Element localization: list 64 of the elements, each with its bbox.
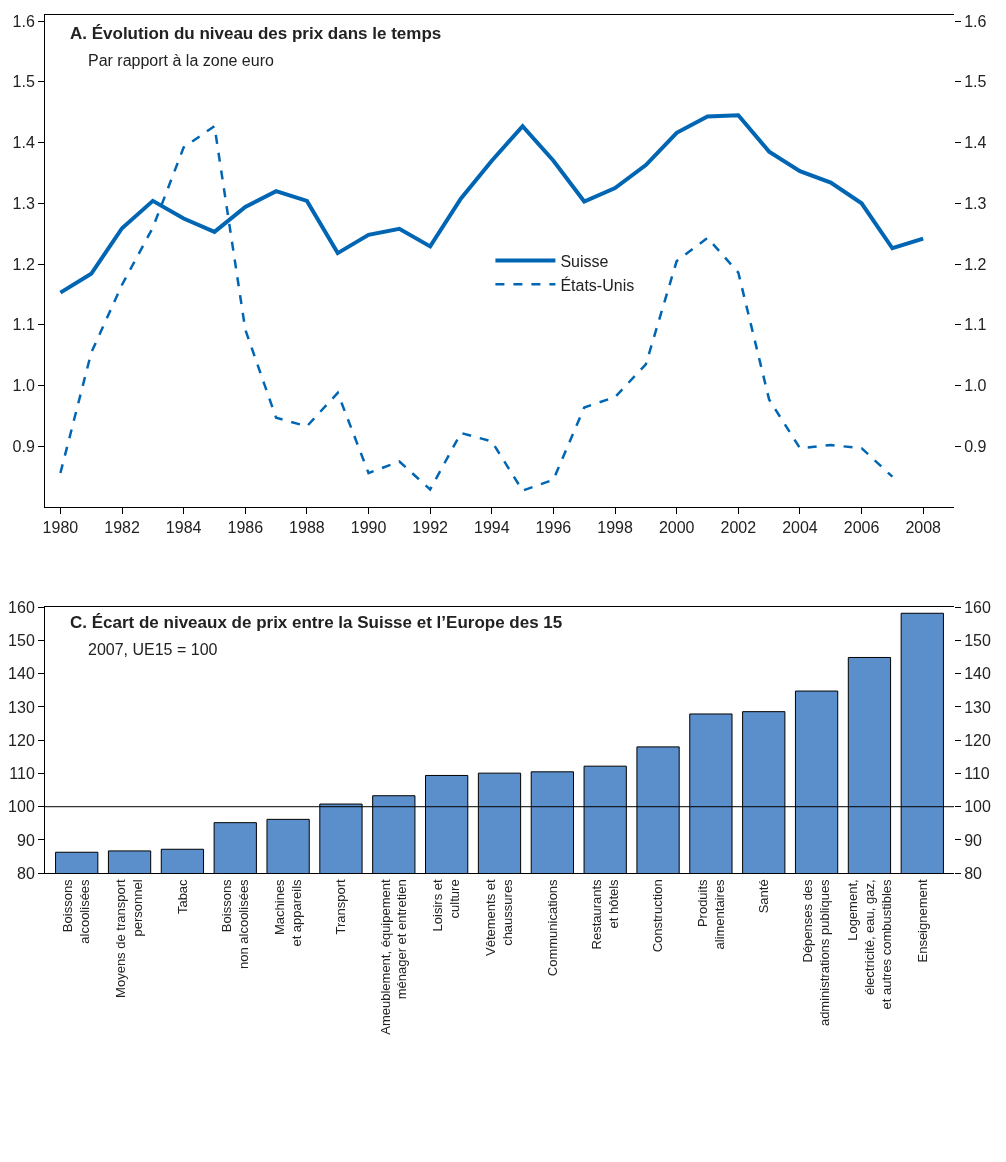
y-tick-label: 160: [8, 598, 35, 616]
x-tick-label: 2006: [843, 519, 880, 537]
y-tick-label: 100: [8, 798, 35, 816]
x-tick-label: 2008: [905, 519, 942, 537]
x-tick-label: 1982: [104, 519, 140, 537]
y-tick-label: 1.3: [12, 194, 35, 212]
y-tick-label: 0.9: [12, 437, 35, 455]
y2-tick-label: 150: [964, 632, 991, 650]
legend-label: États-Unis: [560, 275, 635, 294]
x-tick-label: 2002: [720, 519, 757, 537]
legend-label: Suisse: [560, 252, 609, 270]
y2-tick-label: 110: [964, 765, 990, 783]
y2-tick-label: 1.5: [964, 73, 987, 91]
y-tick-label: 80: [17, 864, 35, 882]
x-tick-label: Transport: [333, 879, 349, 935]
y-tick-label: 1.1: [12, 316, 35, 334]
text: 2007, UE15 = 100: [88, 641, 218, 658]
x-tick-label: Produits alimentaires: [694, 878, 727, 950]
y2-tick-label: 130: [964, 698, 991, 716]
y-tick-label: 1.2: [12, 255, 35, 273]
x-tick-label: 1992: [412, 519, 449, 537]
y-tick-label: 120: [8, 731, 35, 749]
y2-tick-label: 1.6: [964, 12, 987, 30]
y2-tick-label: 90: [964, 831, 983, 849]
y-tick-label: 150: [8, 632, 35, 650]
x-tick-label: Boissons alcoolisées: [60, 878, 93, 944]
x-tick-label: Santé: [755, 879, 771, 914]
y-tick-label: 1.5: [12, 73, 35, 91]
text: Par rapport à la zone euro: [88, 52, 274, 69]
x-tick-label: Restaurants et hôtels: [588, 878, 621, 950]
y2-tick-label: 140: [964, 665, 991, 683]
x-tick-label: 2000: [658, 519, 695, 537]
x-tick-label: 1984: [165, 519, 202, 537]
y2-tick-label: 120: [964, 731, 991, 749]
x-tick-label: 1994: [474, 519, 510, 537]
chart-title: C. Écart de niveaux de prix entre la Suisse et l’Europe des 15: [70, 613, 563, 632]
y2-tick-label: 100: [964, 798, 991, 816]
text: A. Évolution du niveau des prix dans le temps: [70, 24, 442, 43]
x-tick-label: Enseignement: [914, 879, 930, 963]
y2-tick-label: 0.9: [964, 437, 987, 455]
y2-tick-label: 1.2: [964, 255, 987, 273]
x-tick-label: 1988: [289, 519, 325, 537]
y2-tick-label: 1.3: [964, 194, 987, 212]
y-tick-label: 1.6: [12, 12, 35, 30]
x-tick-label: 1980: [42, 519, 79, 537]
y-tick-label: 110: [9, 765, 35, 783]
y2-tick-label: 1.1: [964, 316, 987, 334]
y-tick-label: 130: [8, 698, 35, 716]
x-tick-label: 1996: [535, 519, 572, 537]
y2-tick-label: 80: [964, 864, 983, 882]
x-tick-label: Communications: [544, 878, 560, 977]
x-tick-label: 1998: [597, 519, 633, 537]
y-tick-label: 140: [8, 665, 35, 683]
y2-tick-label: 160: [964, 598, 991, 616]
x-tick-label: 1990: [350, 519, 387, 537]
y2-tick-label: 1.0: [964, 377, 987, 395]
x-tick-label: Tabac: [174, 878, 190, 915]
y-tick-label: 1.0: [12, 377, 35, 395]
x-tick-label: 1986: [227, 519, 264, 537]
x-tick-label: Construction: [650, 879, 666, 953]
x-tick-label: 2004: [782, 519, 818, 537]
y-tick-label: 1.4: [12, 134, 35, 152]
y2-tick-label: 1.4: [964, 134, 987, 152]
y-tick-label: 90: [17, 831, 35, 849]
